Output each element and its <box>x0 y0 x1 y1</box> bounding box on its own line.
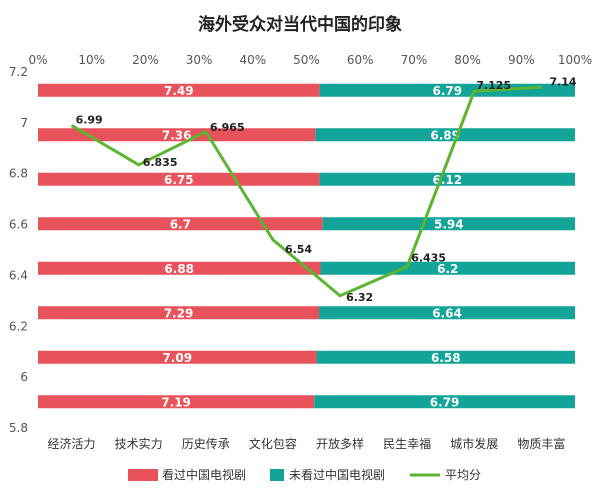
bar-watched-label: 6.75 <box>164 173 194 187</box>
bar-watched-label: 7.36 <box>162 128 192 142</box>
x-tick-label: 70% <box>401 53 428 67</box>
average-point-label: 6.99 <box>76 113 103 126</box>
bar-watched <box>38 306 320 320</box>
bar-not-watched-label: 6.2 <box>437 262 458 276</box>
left-value-axis: 5.8 6 6.2 6.4 6.6 6.8 7 7.2 <box>9 65 28 435</box>
bar-watched <box>38 261 321 275</box>
bar-not-watched-label: 5.94 <box>434 217 464 231</box>
y-tick-label: 5.8 <box>9 421 28 435</box>
x-tick-label: 10% <box>78 53 105 67</box>
y-tick-label: 6.2 <box>9 319 28 333</box>
bar-watched-label: 7.19 <box>161 395 191 409</box>
bar-watched-label: 7.29 <box>164 306 194 320</box>
x-tick-label: 0% <box>28 53 47 67</box>
bar-not-watched <box>315 128 575 142</box>
bar-watched-label: 7.09 <box>162 351 192 365</box>
bar-not-watched-label: 6.64 <box>432 306 462 320</box>
category-label: 物质丰富 <box>517 436 565 451</box>
x-tick-label: 20% <box>132 53 159 67</box>
category-axis: 经济活力 技术实力 历史传承 文化包容 开放多样 民生幸福 城市发展 物质丰富 <box>48 436 566 451</box>
y-tick-label: 7 <box>20 116 28 130</box>
legend-label-not-watched: 未看过中国电视剧 <box>289 467 385 482</box>
legend-label-watched: 看过中国电视剧 <box>162 467 246 482</box>
x-tick-label: 90% <box>508 53 535 67</box>
x-tick-label: 60% <box>347 53 374 67</box>
bar-not-watched-label: 6.79 <box>430 395 460 409</box>
average-point-label: 7.14 <box>549 75 576 88</box>
x-tick-label: 50% <box>293 53 320 67</box>
x-tick-label: 80% <box>454 53 481 67</box>
top-percent-axis: 0% 10% 20% 30% 40% 50% 60% 70% 80% 90% 100% <box>28 53 592 67</box>
bar-watched <box>38 83 320 97</box>
category-label: 开放多样 <box>316 436 364 451</box>
average-line-group: 6.99 6.835 6.965 6.54 6.32 6.435 7.125 7.14 <box>70 75 577 304</box>
chart-title: 海外受众对当代中国的印象 <box>198 14 402 35</box>
average-point-label: 6.965 <box>210 121 245 134</box>
y-tick-label: 6 <box>20 370 28 384</box>
category-label: 技术实力 <box>115 436 163 451</box>
bar-watched <box>38 217 323 231</box>
category-label: 民生幸福 <box>383 436 431 451</box>
bar-not-watched-label: 6.58 <box>431 351 461 365</box>
legend-label-average: 平均分 <box>445 468 481 482</box>
bar-not-watched <box>314 395 575 409</box>
y-tick-label: 6.6 <box>9 218 28 232</box>
legend: 看过中国电视剧 未看过中国电视剧 平均分 <box>128 467 481 482</box>
y-tick-label: 6.4 <box>9 268 28 282</box>
bar-not-watched <box>316 350 575 364</box>
bar-not-watched <box>319 306 575 320</box>
x-tick-label: 40% <box>239 53 266 67</box>
bar-watched <box>38 172 320 186</box>
average-point-label: 6.54 <box>285 243 312 256</box>
x-tick-label: 100% <box>558 53 592 67</box>
category-label: 城市发展 <box>450 436 498 451</box>
category-label: 经济活力 <box>48 436 96 451</box>
bar-watched-label: 7.49 <box>164 84 194 98</box>
bar-watched-label: 6.7 <box>170 217 191 231</box>
category-label: 文化包容 <box>249 436 297 451</box>
y-tick-label: 6.8 <box>9 167 28 181</box>
average-line <box>70 85 542 298</box>
bar-watched <box>38 350 317 364</box>
bar-watched <box>38 128 316 142</box>
x-tick-label: 30% <box>186 53 213 67</box>
bar-watched <box>38 395 315 409</box>
average-point-label: 7.125 <box>476 79 511 92</box>
category-label: 历史传承 <box>182 436 230 451</box>
legend-swatch-not-watched <box>270 469 284 481</box>
bar-not-watched <box>320 261 575 275</box>
bar-not-watched <box>319 172 575 186</box>
y-tick-label: 7.2 <box>9 65 28 79</box>
bar-not-watched-label: 6.79 <box>433 84 463 98</box>
bar-not-watched-label: 6.89 <box>430 128 460 142</box>
bar-group: 7.19 6.79 7.09 6.58 7.29 6.64 6.88 6.2 6.7 5.94 6.… <box>38 83 575 409</box>
legend-swatch-watched <box>128 469 158 481</box>
average-point-label: 6.435 <box>411 252 446 265</box>
average-point-label: 6.32 <box>346 291 373 304</box>
bar-watched-label: 6.88 <box>164 262 194 276</box>
bar-not-watched <box>322 217 575 231</box>
average-point-label: 6.835 <box>143 156 178 169</box>
bar-not-watched <box>319 83 575 97</box>
